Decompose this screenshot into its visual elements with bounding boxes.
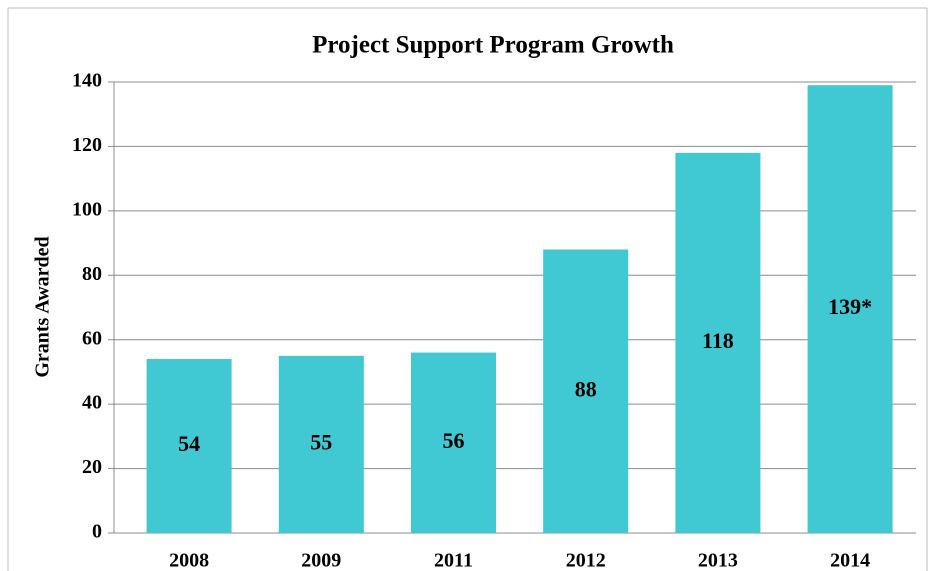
data-label: 56 [443, 428, 465, 453]
bar [807, 85, 893, 533]
data-label: 55 [310, 429, 332, 454]
x-tick-label: 2012 [566, 550, 606, 571]
chart-title: Project Support Program Growth [312, 32, 674, 59]
bar [278, 355, 364, 533]
x-tick-label: 2011 [434, 550, 473, 571]
y-tick-label: 140 [72, 70, 102, 92]
y-tick-label: 100 [72, 198, 102, 220]
y-tick-label: 40 [82, 392, 102, 414]
bar [675, 152, 761, 533]
bar [411, 352, 496, 533]
data-label: 54 [178, 431, 200, 456]
x-tick-label: 2014 [830, 550, 870, 571]
x-tick-label: 2008 [169, 550, 209, 571]
bar [543, 249, 629, 533]
y-tick-label: 0 [92, 521, 102, 543]
data-label: 118 [702, 328, 734, 353]
x-tick-label: 2013 [698, 550, 738, 571]
data-label: 88 [575, 376, 597, 401]
y-tick-label: 60 [82, 327, 102, 349]
x-tick-label: 2009 [301, 550, 341, 571]
bar [146, 359, 232, 533]
y-tick-label: 120 [72, 134, 102, 156]
y-tick-label: 80 [82, 263, 102, 285]
y-axis-label: Grants Awarded [32, 236, 54, 377]
data-label: 139* [828, 294, 872, 319]
y-tick-label: 20 [82, 456, 102, 478]
